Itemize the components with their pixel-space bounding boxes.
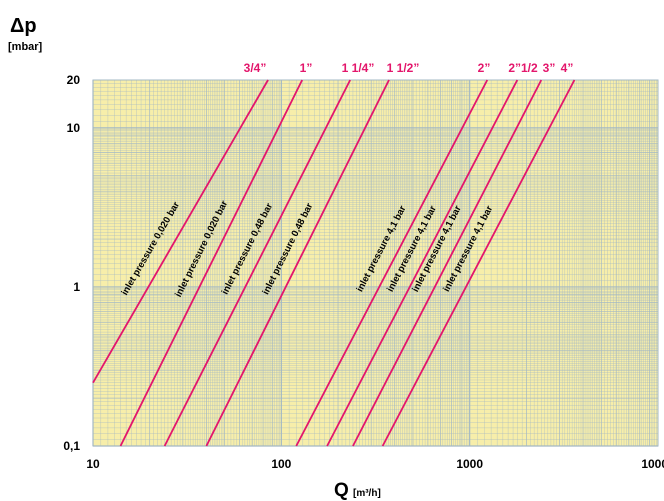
y-tick-label: 20 <box>67 73 81 87</box>
series-line <box>295 79 489 447</box>
plot-frame <box>92 79 659 447</box>
series-size-label: 2”1/2 <box>508 61 538 75</box>
series-size-label: 3/4” <box>244 61 267 75</box>
yaxis-symbol: Δp <box>10 15 37 37</box>
plot-background <box>93 80 658 446</box>
y-tick-label: 10 <box>67 121 81 135</box>
series-size-label: 1” <box>300 61 313 75</box>
xaxis-unit: [m³/h] <box>353 488 381 499</box>
yaxis-unit: [mbar] <box>8 41 43 53</box>
series-line <box>381 79 576 447</box>
y-tick-label: 1 <box>73 280 80 294</box>
xaxis-symbol: Q <box>334 480 349 501</box>
series-size-label: 4” <box>561 61 574 75</box>
x-tick-label: 10000 <box>641 457 664 471</box>
series-line <box>205 79 390 447</box>
series-line <box>163 79 351 447</box>
series-size-label: 1 1/2” <box>387 61 420 75</box>
series-line <box>119 79 303 447</box>
series-line <box>92 79 269 384</box>
x-tick-label: 1000 <box>456 457 483 471</box>
x-tick-label: 10 <box>86 457 100 471</box>
series-line <box>352 79 543 447</box>
series-size-label: 2” <box>478 61 491 75</box>
series-size-label: 3” <box>543 61 556 75</box>
y-tick-label: 0,1 <box>63 439 80 453</box>
series-line <box>326 79 519 447</box>
x-tick-label: 100 <box>271 457 291 471</box>
series-size-label: 1 1/4” <box>342 61 375 75</box>
grid <box>92 79 658 447</box>
